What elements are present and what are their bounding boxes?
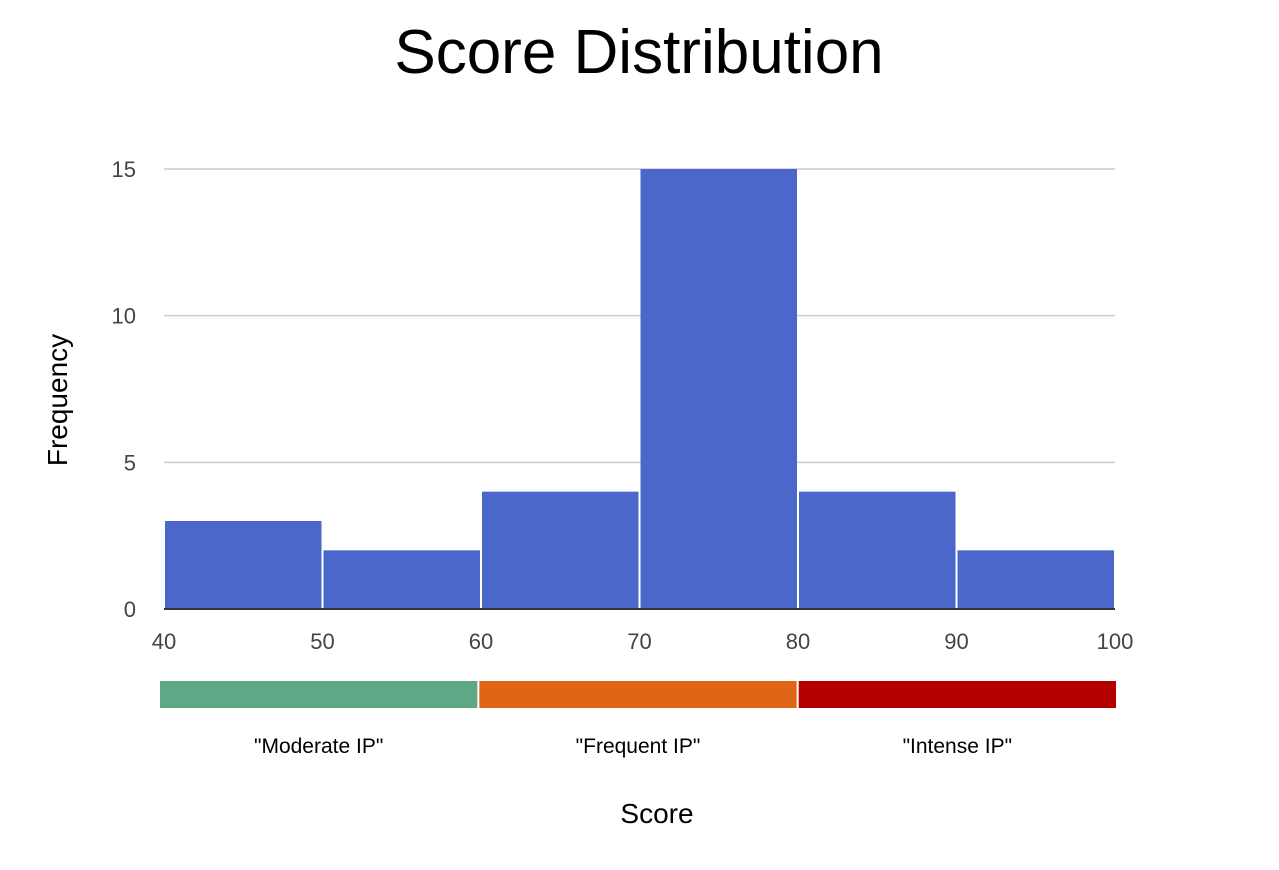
histogram-bar <box>482 491 639 609</box>
x-tick-label: 70 <box>627 629 651 654</box>
x-tick-label: 50 <box>310 629 334 654</box>
band-bar <box>798 681 1116 708</box>
band-label: "Moderate IP" <box>254 735 383 758</box>
histogram-bar <box>323 550 480 609</box>
x-tick-label: 40 <box>152 629 176 654</box>
histogram-bars <box>165 169 1114 609</box>
y-tick-label: 10 <box>112 304 136 329</box>
y-tick-labels: 0 5 10 15 <box>112 157 136 622</box>
histogram-bar <box>165 521 322 609</box>
band-label: "Frequent IP" <box>576 735 701 758</box>
x-tick-labels: 40 50 60 70 80 90 100 <box>152 629 1134 654</box>
category-bands: "Moderate IP" "Frequent IP" "Intense IP" <box>160 681 1116 758</box>
histogram-bar <box>957 550 1114 609</box>
band-bar <box>479 681 797 708</box>
y-axis-label: Frequency <box>42 334 73 466</box>
x-tick-label: 100 <box>1097 629 1134 654</box>
gridlines <box>164 168 1115 464</box>
x-tick-label: 60 <box>469 629 493 654</box>
x-tick-label: 90 <box>944 629 968 654</box>
y-tick-label: 5 <box>124 450 136 475</box>
histogram-bar <box>640 169 797 609</box>
y-tick-label: 0 <box>124 597 136 622</box>
histogram-bar <box>799 491 956 609</box>
y-tick-label: 15 <box>112 157 136 182</box>
band-label: "Intense IP" <box>903 735 1012 758</box>
x-axis-label: Score <box>620 798 693 829</box>
band-bar <box>160 681 478 708</box>
chart-title: Score Distribution <box>394 18 883 87</box>
x-tick-label: 80 <box>786 629 810 654</box>
